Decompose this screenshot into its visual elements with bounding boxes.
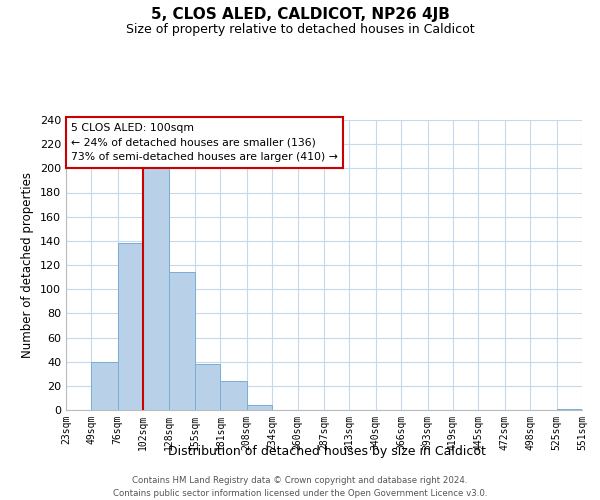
Text: Distribution of detached houses by size in Caldicot: Distribution of detached houses by size … xyxy=(168,444,486,458)
Text: 5, CLOS ALED, CALDICOT, NP26 4JB: 5, CLOS ALED, CALDICOT, NP26 4JB xyxy=(151,8,449,22)
Y-axis label: Number of detached properties: Number of detached properties xyxy=(22,172,34,358)
Bar xyxy=(143,168,169,410)
Bar xyxy=(91,362,118,410)
Text: Contains HM Land Registry data © Crown copyright and database right 2024.
Contai: Contains HM Land Registry data © Crown c… xyxy=(113,476,487,498)
Bar xyxy=(169,272,195,410)
Text: Size of property relative to detached houses in Caldicot: Size of property relative to detached ho… xyxy=(125,22,475,36)
Bar xyxy=(557,409,582,410)
Bar xyxy=(195,364,220,410)
Bar xyxy=(220,381,247,410)
Text: 5 CLOS ALED: 100sqm
← 24% of detached houses are smaller (136)
73% of semi-detac: 5 CLOS ALED: 100sqm ← 24% of detached ho… xyxy=(71,123,338,162)
Bar xyxy=(247,405,272,410)
Bar xyxy=(118,244,143,410)
